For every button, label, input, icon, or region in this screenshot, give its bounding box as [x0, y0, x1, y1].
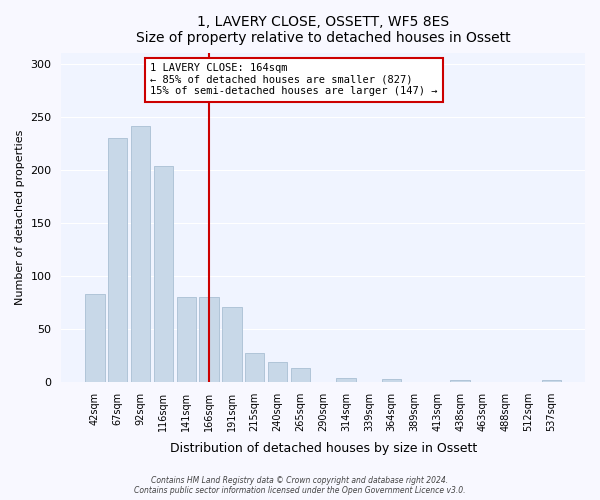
Text: 1 LAVERY CLOSE: 164sqm
← 85% of detached houses are smaller (827)
15% of semi-de: 1 LAVERY CLOSE: 164sqm ← 85% of detached… — [151, 63, 438, 96]
Bar — [382, 378, 401, 382]
Bar — [268, 362, 287, 382]
Title: 1, LAVERY CLOSE, OSSETT, WF5 8ES
Size of property relative to detached houses in: 1, LAVERY CLOSE, OSSETT, WF5 8ES Size of… — [136, 15, 511, 45]
Bar — [154, 166, 173, 382]
Text: Contains HM Land Registry data © Crown copyright and database right 2024.
Contai: Contains HM Land Registry data © Crown c… — [134, 476, 466, 495]
Bar — [199, 297, 219, 382]
X-axis label: Distribution of detached houses by size in Ossett: Distribution of detached houses by size … — [170, 442, 477, 455]
Y-axis label: Number of detached properties: Number of detached properties — [15, 130, 25, 305]
Bar — [222, 306, 242, 382]
Bar — [290, 368, 310, 382]
Bar — [131, 126, 150, 382]
Bar — [245, 353, 265, 382]
Bar — [176, 297, 196, 382]
Bar — [108, 138, 127, 382]
Bar — [542, 380, 561, 382]
Bar — [85, 294, 104, 382]
Bar — [337, 378, 356, 382]
Bar — [451, 380, 470, 382]
